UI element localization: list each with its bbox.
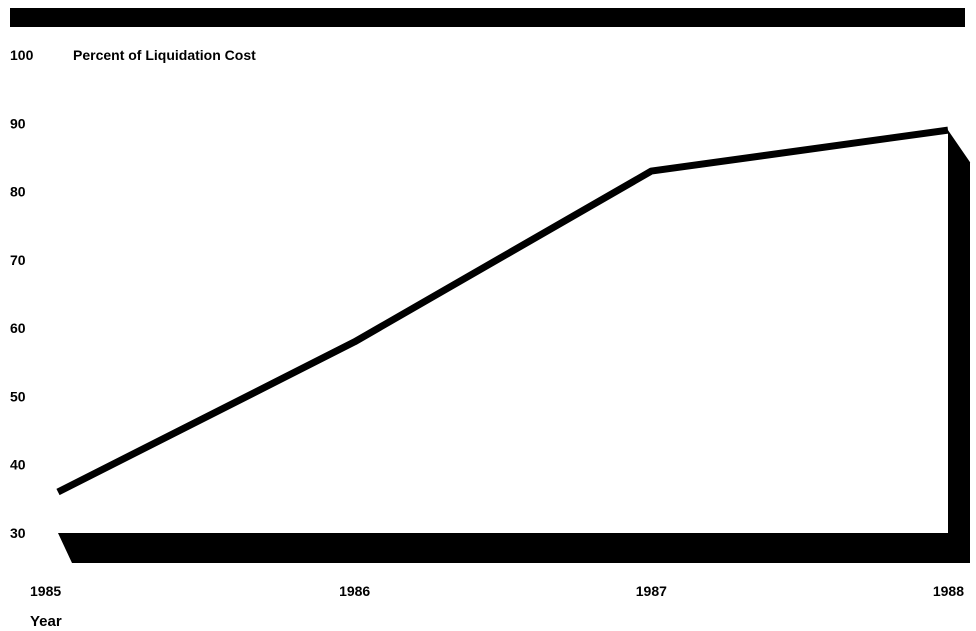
chart-title: Percent of Liquidation Cost — [73, 47, 256, 63]
y-axis-ticks: 30 40 50 60 70 80 90 100 — [10, 47, 34, 541]
series-line — [56, 126, 949, 496]
y-tick-label: 40 — [10, 457, 26, 473]
x-tick-label: 1986 — [339, 583, 370, 599]
y-tick-label: 60 — [10, 320, 26, 336]
y-tick-label: 30 — [10, 525, 26, 541]
y-tick-label: 100 — [10, 47, 34, 63]
plot-right-wall-shadow — [948, 130, 970, 563]
x-tick-label: 1985 — [30, 583, 61, 599]
plot-3d-shadow — [58, 130, 970, 563]
y-tick-label: 80 — [10, 184, 26, 200]
y-tick-label: 50 — [10, 388, 26, 404]
series-layer — [56, 126, 949, 496]
x-axis-label: Year — [30, 613, 62, 630]
plot-floor-shadow — [58, 533, 970, 563]
y-tick-label: 70 — [10, 252, 26, 268]
top-frame-bar — [10, 8, 965, 27]
y-tick-label: 90 — [10, 115, 26, 131]
x-tick-label: 1987 — [636, 583, 667, 599]
x-axis-ticks: 1985 1986 1987 1988 — [30, 583, 964, 599]
x-tick-label: 1988 — [933, 583, 964, 599]
